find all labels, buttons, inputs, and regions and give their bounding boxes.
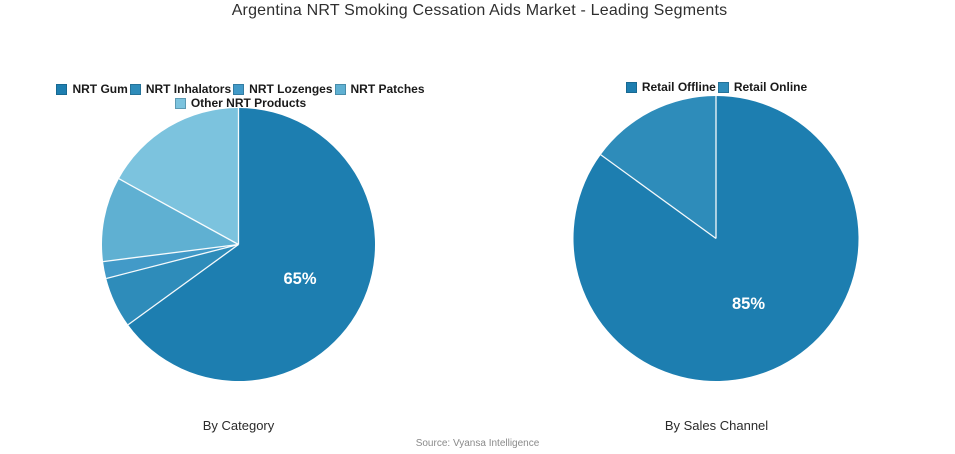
svg-text:65%: 65% (283, 270, 316, 288)
svg-text:85%: 85% (732, 295, 765, 313)
